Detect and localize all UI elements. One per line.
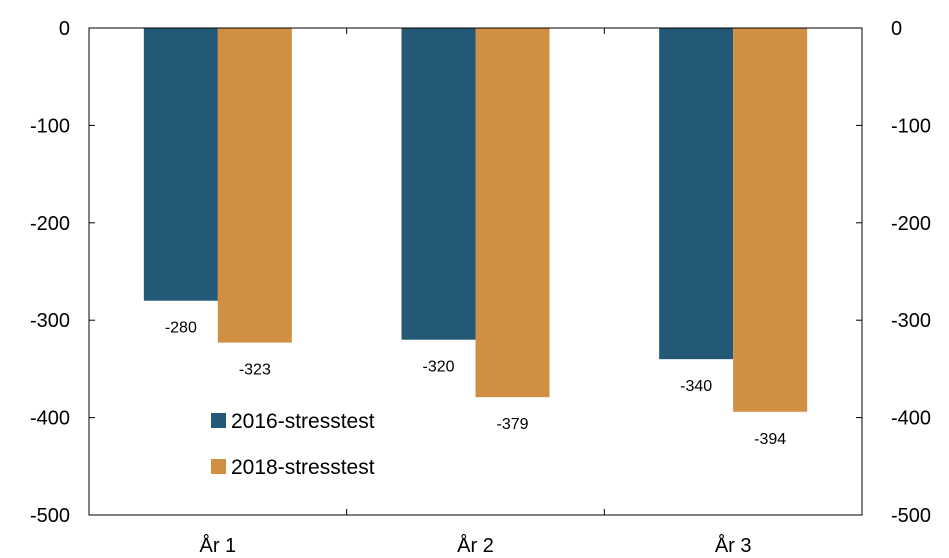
bar-1-1 — [143, 28, 218, 301]
right-ytick-label-6: -500 — [891, 505, 931, 527]
left-y-axis-labels: 0 -100 -200 -300 -400 -500 — [30, 18, 70, 527]
left-ytick-label-4: -300 — [30, 310, 70, 332]
plot-area-frame — [88, 27, 863, 516]
right-ytick-label-4: -300 — [891, 310, 931, 332]
right-ytick-label-1: 0 — [891, 18, 902, 40]
data-label-1-3: -340 — [680, 378, 712, 395]
data-label-2-3: -394 — [754, 431, 786, 448]
right-ytick-label-5: -400 — [891, 408, 931, 430]
bar-2-2 — [475, 28, 550, 398]
legend-swatch-1 — [211, 413, 226, 428]
left-ytick-label-1: 0 — [59, 18, 70, 40]
bar-2-1 — [217, 28, 292, 343]
x-axis-labels: År 1 År 2 År 3 — [199, 534, 751, 557]
legend-label-1: 2016-stresstest — [231, 410, 375, 433]
legend: 2016-stresstest 2018-stresstest — [211, 410, 375, 479]
left-ytick-label-3: -200 — [30, 213, 70, 235]
data-label-2-1: -323 — [239, 362, 271, 379]
data-label-1-1: -280 — [165, 320, 197, 337]
bar-1-3 — [659, 28, 734, 360]
bar-1-2 — [401, 28, 476, 340]
right-ytick-label-3: -200 — [891, 213, 931, 235]
xtick-label-3: År 3 — [715, 534, 752, 557]
right-ytick-label-2: -100 — [891, 115, 931, 137]
bar-2-3 — [733, 28, 808, 412]
legend-label-2: 2018-stresstest — [231, 456, 375, 479]
data-label-2-2: -379 — [496, 416, 528, 433]
bars-layer — [143, 28, 808, 412]
axis-ticks — [89, 27, 862, 516]
right-y-axis-labels: 0 -100 -200 -300 -400 -500 — [891, 18, 931, 527]
data-labels: -280 -320 -340 -323 -379 -394 — [165, 320, 786, 448]
left-ytick-label-5: -400 — [30, 408, 70, 430]
xtick-label-2: År 2 — [457, 534, 494, 557]
left-ytick-label-6: -500 — [30, 505, 70, 527]
legend-swatch-2 — [211, 459, 226, 474]
data-label-1-2: -320 — [422, 359, 454, 376]
left-ytick-label-2: -100 — [30, 115, 70, 137]
xtick-label-1: År 1 — [199, 534, 236, 557]
